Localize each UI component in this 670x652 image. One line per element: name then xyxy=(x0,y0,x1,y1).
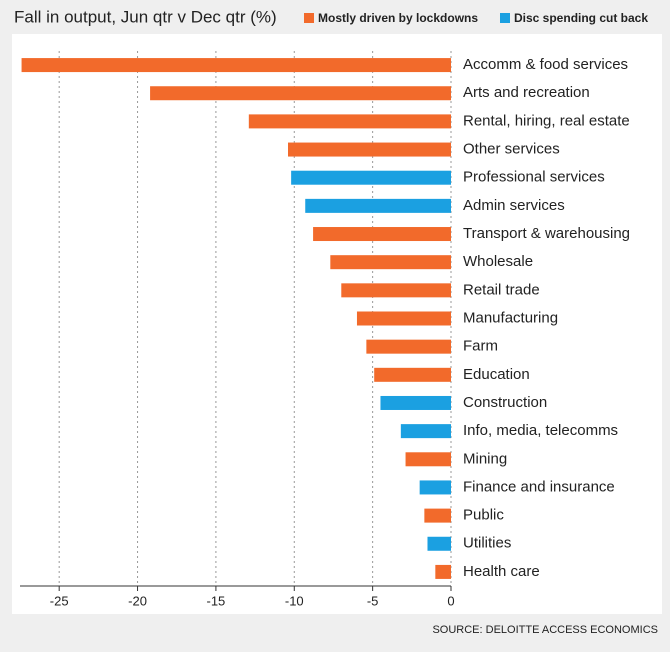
bar xyxy=(380,395,451,410)
y-tick-label: Manufacturing xyxy=(463,309,558,326)
bar xyxy=(150,86,452,101)
bar xyxy=(356,311,451,326)
y-tick-label: Finance and insurance xyxy=(463,478,615,495)
bar xyxy=(288,142,451,157)
y-tick-label: Education xyxy=(463,366,530,383)
legend-swatch xyxy=(304,13,314,23)
y-tick-label: Farm xyxy=(463,338,498,355)
legend-swatch xyxy=(500,13,510,23)
bar xyxy=(419,480,451,495)
y-tick-label: Professional services xyxy=(463,169,605,186)
x-tick-label: -15 xyxy=(207,593,226,608)
bar xyxy=(366,339,451,354)
y-tick-label: Construction xyxy=(463,394,547,411)
bar xyxy=(427,536,451,551)
y-tick-label: Accomm & food services xyxy=(463,56,628,73)
y-tick-label: Health care xyxy=(463,563,540,580)
chart-title: Fall in output, Jun qtr v Dec qtr (%) xyxy=(14,7,277,26)
y-tick-label: Wholesale xyxy=(463,253,533,270)
bar xyxy=(248,114,451,129)
bar xyxy=(291,170,451,185)
bar xyxy=(400,424,451,439)
y-tick-label: Admin services xyxy=(463,197,565,214)
y-tick-label: Mining xyxy=(463,450,507,467)
y-tick-label: Other services xyxy=(463,141,560,158)
x-tick-label: -5 xyxy=(367,593,379,608)
y-tick-label: Info, media, telecomms xyxy=(463,422,618,439)
x-tick-label: -20 xyxy=(128,593,147,608)
source: SOURCE: DELOITTE ACCESS ECONOMICS xyxy=(432,624,658,636)
y-tick-label: Public xyxy=(463,507,504,524)
y-tick-label: Utilities xyxy=(463,535,511,552)
bar xyxy=(405,452,451,467)
x-tick-label: -10 xyxy=(285,593,304,608)
bar xyxy=(305,198,451,213)
bar xyxy=(341,283,451,298)
bar xyxy=(21,58,452,73)
x-tick-label: 0 xyxy=(447,593,454,608)
legend-label: Mostly driven by lockdowns xyxy=(318,11,478,25)
bar xyxy=(374,367,451,382)
y-tick-label: Transport & warehousing xyxy=(463,225,630,242)
bar xyxy=(313,227,451,242)
y-tick-label: Retail trade xyxy=(463,281,540,298)
legend-label: Disc spending cut back xyxy=(514,11,648,25)
bar xyxy=(424,508,451,523)
bar xyxy=(435,564,451,579)
y-tick-label: Rental, hiring, real estate xyxy=(463,112,630,129)
plot-panel xyxy=(12,34,662,614)
bar xyxy=(330,255,451,270)
x-tick-label: -25 xyxy=(50,593,69,608)
y-tick-label: Arts and recreation xyxy=(463,84,590,101)
